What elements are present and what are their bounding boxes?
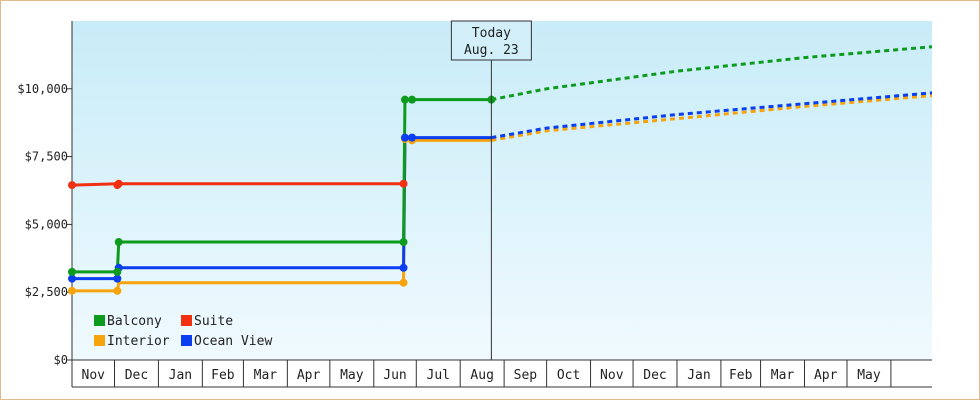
month-label: Nov [600,368,624,383]
month-label: Jul [427,368,450,383]
legend-swatch-interior [94,335,105,346]
month-label: Dec [125,368,148,383]
marker-balcony [400,95,409,104]
month-label: Jan [687,368,710,383]
legend-swatch-suite [181,315,192,326]
month-label: Dec [643,368,666,383]
forecast-line-balcony [491,45,933,102]
marker-ocean-view [113,274,122,283]
legend-swatch-ocean-view [181,335,192,346]
legend: Balcony Suite Interior Ocean View [94,314,272,349]
legend-label-interior: Interior [107,334,170,349]
legend-label-suite: Suite [194,314,233,329]
today-label: Today [472,26,511,41]
y-tick-label: $0 [54,353,68,367]
marker-ocean-view [408,133,417,142]
marker-balcony [399,238,408,247]
y-axis: $0 $2,500 $5,000 $7,500 $10,000 [17,21,73,367]
y-tick-label: $2,500 [25,285,68,299]
marker-suite [114,179,123,188]
month-label: Aug [470,368,493,383]
month-label: Oct [557,368,580,383]
marker-interior [113,286,122,295]
month-label: Nov [82,368,106,383]
month-label: Jan [169,368,192,383]
legend-label-ocean-view: Ocean View [194,334,272,349]
month-label: Feb [729,368,753,383]
marker-balcony [114,238,123,247]
today-marker: Today Aug. 23 [450,20,532,360]
marker-suite [68,181,76,190]
y-tick-label: $7,500 [25,150,68,164]
month-label: Apr [814,368,838,383]
marker-balcony [113,267,122,276]
x-axis: Nov Dec Jan Feb Mar Apr May Jun Jul Aug Sep Oct Nov D… [71,359,932,388]
today-date: Aug. 23 [464,43,519,58]
forecast-line-ocean-view [491,91,933,140]
month-label: May [340,368,364,383]
month-label: Mar [771,368,795,383]
marker-interior [399,278,408,287]
y-tick-label: $5,000 [25,217,68,231]
legend-swatch-balcony [94,315,105,326]
month-label: Jun [383,368,406,383]
y-tick-label: $10,000 [17,82,68,96]
marker-ocean-view [400,133,409,142]
legend-label-balcony: Balcony [107,314,162,329]
plot-background [72,21,932,360]
marker-interior [68,286,76,295]
forecast-lines [491,45,933,142]
marker-balcony [408,95,417,104]
month-label: Apr [297,368,321,383]
month-label: May [857,368,881,383]
marker-suite [399,179,408,188]
marker-balcony [68,267,76,276]
month-label: Feb [211,368,235,383]
month-label: Sep [514,368,538,383]
marker-ocean-view [68,274,76,283]
marker-ocean-view [399,263,408,272]
forecast-line-interior [491,94,933,142]
today-box [450,20,532,61]
month-label: Mar [254,368,278,383]
